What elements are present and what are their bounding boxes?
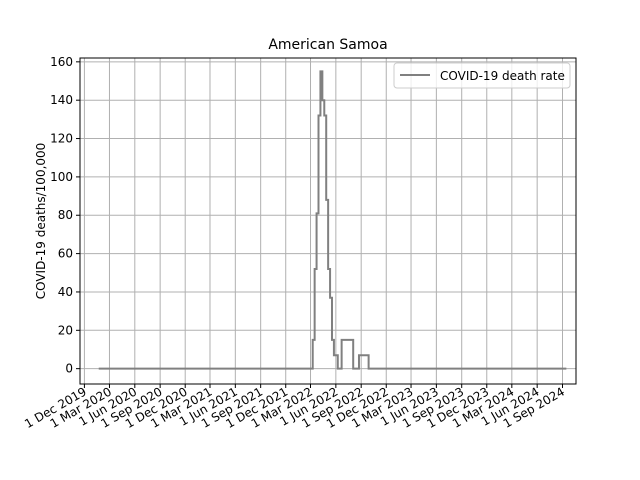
legend-box (393, 62, 571, 89)
y-tick-label: 80 (58, 208, 73, 222)
y-tick-label: 20 (58, 323, 73, 337)
series-layer (98, 70, 567, 370)
plot-frame (79, 57, 577, 385)
grid-lines (80, 58, 576, 384)
y-tick-label: 160 (50, 55, 73, 69)
y-tick-label: 0 (65, 362, 73, 376)
series-line (98, 70, 567, 370)
y-tick-label: 140 (50, 93, 73, 107)
y-tick-label: 120 (50, 132, 73, 146)
chart-title: American Samoa (268, 37, 387, 53)
legend-label: COVID-19 death rate (440, 69, 565, 83)
y-axis-label: COVID-19 deaths/100,000 (34, 143, 48, 300)
y-axis: 0 20 40 60 80 100 120 140 160 (50, 55, 80, 376)
y-tick-label: 100 (50, 170, 73, 184)
legend: COVID-19 death rate (393, 62, 571, 89)
y-tick-label: 40 (58, 285, 73, 299)
y-tick-label: 60 (58, 247, 73, 261)
